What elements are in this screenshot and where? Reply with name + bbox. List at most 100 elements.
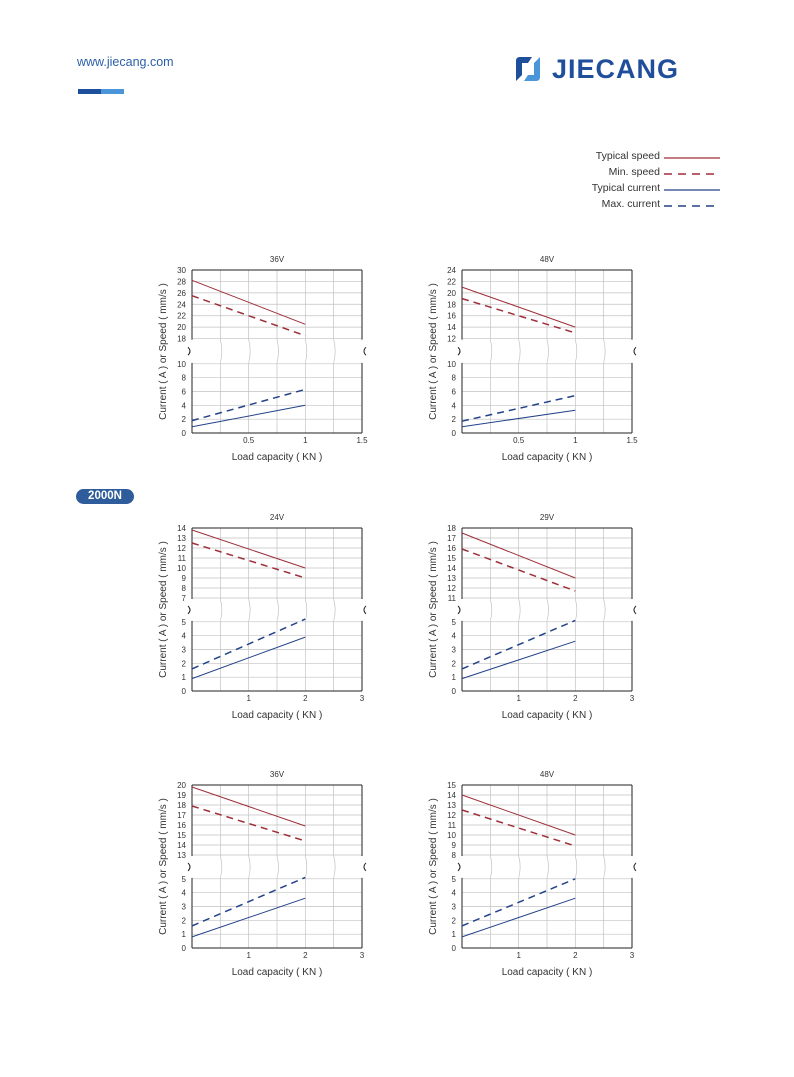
legend-label: Typical current xyxy=(591,182,660,194)
y-axis-label: Current ( A ) or Speed ( mm/s ) xyxy=(428,798,439,935)
y-tick-label: 6 xyxy=(452,388,457,397)
axis-break-squiggle xyxy=(248,855,251,878)
x-tick-label: 1.5 xyxy=(356,436,368,445)
chart-2000n-36v: 36V 0 1 2 3 4 5 13 14 15 16 17 18 19 20 1 2 3 Load capacit… xyxy=(140,765,400,985)
axis-break-band xyxy=(458,856,636,878)
axis-break-squiggle xyxy=(304,598,308,621)
y-tick-label: 3 xyxy=(182,646,187,655)
y-axis-label: Current ( A ) or Speed ( mm/s ) xyxy=(158,541,169,678)
y-tick-label: 8 xyxy=(452,374,457,383)
y-tick-label: 18 xyxy=(447,524,456,533)
series-typical-current xyxy=(191,636,306,680)
y-tick-label: 16 xyxy=(177,821,186,830)
brand-logo: JIECANG xyxy=(512,52,679,86)
axis-break-squiggle xyxy=(633,346,637,356)
legend-item-typical-speed: Typical speed xyxy=(540,150,730,166)
series-typical-current xyxy=(461,640,576,680)
x-tick-label: 1.5 xyxy=(626,436,638,445)
y-tick-label: 2 xyxy=(452,659,457,668)
series-min-speed xyxy=(461,297,576,334)
axis-break-squiggle xyxy=(603,339,606,363)
y-tick-label: 4 xyxy=(452,632,457,641)
y-tick-label: 0 xyxy=(182,944,187,953)
y-tick-label: 8 xyxy=(452,851,457,860)
axis-break-squiggle xyxy=(457,862,461,872)
site-url[interactable]: www.jiecang.com xyxy=(77,55,174,69)
y-tick-label: 20 xyxy=(177,781,186,790)
y-tick-label: 28 xyxy=(177,277,186,286)
y-tick-label: 16 xyxy=(447,312,456,321)
y-tick-label: 24 xyxy=(447,266,456,275)
y-tick-label: 8 xyxy=(182,584,187,593)
y-tick-label: 13 xyxy=(447,574,456,583)
y-tick-label: 10 xyxy=(447,831,456,840)
y-tick-label: 10 xyxy=(177,564,186,573)
series-typical-speed xyxy=(461,794,576,836)
y-tick-label: 14 xyxy=(177,841,186,850)
x-tick-label: 1 xyxy=(246,694,251,703)
y-tick-label: 17 xyxy=(177,811,186,820)
x-axis-label: Load capacity ( KN ) xyxy=(502,710,593,721)
y-tick-label: 2 xyxy=(182,415,187,424)
legend-item-typical-current: Typical current xyxy=(540,182,730,198)
y-tick-label: 14 xyxy=(177,524,186,533)
axis-break-squiggle xyxy=(633,862,637,872)
chart-2000n-48v: 48V 0 1 2 3 4 5 8 9 10 11 12 13 14 15 1 2 3 Load capacity … xyxy=(410,765,670,985)
y-tick-label: 0 xyxy=(452,429,457,438)
x-axis-label: Load capacity ( KN ) xyxy=(232,967,323,978)
y-tick-label: 30 xyxy=(177,266,186,275)
y-tick-label: 14 xyxy=(447,323,456,332)
y-tick-label: 11 xyxy=(178,554,187,563)
y-tick-label: 18 xyxy=(177,335,186,344)
y-tick-label: 13 xyxy=(177,851,186,860)
axis-break-squiggle xyxy=(304,855,308,878)
axis-break-squiggle xyxy=(187,346,191,356)
y-tick-label: 14 xyxy=(447,791,456,800)
y-tick-label: 12 xyxy=(447,584,456,593)
y-tick-label: 5 xyxy=(182,875,187,884)
series-typical-current xyxy=(191,897,306,938)
y-tick-label: 7 xyxy=(182,594,187,603)
y-tick-label: 2 xyxy=(452,916,457,925)
y-axis-label: Current ( A ) or Speed ( mm/s ) xyxy=(158,798,169,935)
y-tick-label: 5 xyxy=(182,618,187,627)
chart-title: 36V xyxy=(270,255,285,264)
x-tick-label: 1 xyxy=(573,436,578,445)
legend-label: Min. speed xyxy=(608,166,660,178)
axis-break-band xyxy=(188,339,366,363)
chart-title: 36V xyxy=(270,770,285,779)
y-tick-label: 3 xyxy=(452,646,457,655)
legend-swatch-solid-blue xyxy=(664,189,720,191)
axis-break-band xyxy=(458,339,636,363)
x-tick-label: 2 xyxy=(573,694,578,703)
x-tick-label: 3 xyxy=(630,694,635,703)
brand-name: JIECANG xyxy=(552,53,680,84)
axis-break-squiggle xyxy=(248,598,251,621)
y-tick-label: 5 xyxy=(452,875,457,884)
axis-break-squiggle xyxy=(546,598,549,621)
y-tick-label: 5 xyxy=(452,618,457,627)
y-tick-label: 15 xyxy=(447,554,456,563)
y-tick-label: 16 xyxy=(447,544,456,553)
y-tick-label: 11 xyxy=(448,594,457,603)
series-min-speed xyxy=(461,548,576,592)
axis-break-squiggle xyxy=(603,855,606,878)
y-axis-label: Current ( A ) or Speed ( mm/s ) xyxy=(428,541,439,678)
x-axis-label: Load capacity ( KN ) xyxy=(502,452,593,463)
axis-break-squiggle xyxy=(363,346,367,356)
y-tick-label: 2 xyxy=(182,916,187,925)
chart-title: 24V xyxy=(270,513,285,522)
legend-label: Typical speed xyxy=(595,150,660,162)
y-tick-label: 10 xyxy=(177,360,186,369)
axis-break-squiggle xyxy=(276,855,279,878)
y-tick-label: 18 xyxy=(447,300,456,309)
y-tick-label: 1 xyxy=(452,673,457,682)
x-tick-label: 2 xyxy=(303,694,308,703)
axis-break-squiggle xyxy=(219,855,223,878)
chart-1000n-36v: 36V 0 2 4 6 8 10 18 20 22 24 26 28 30 0.5 1 1.5 Load capa… xyxy=(140,250,400,470)
y-tick-label: 24 xyxy=(177,300,186,309)
axis-break-squiggle xyxy=(457,605,461,615)
series-typical-speed xyxy=(191,786,306,827)
